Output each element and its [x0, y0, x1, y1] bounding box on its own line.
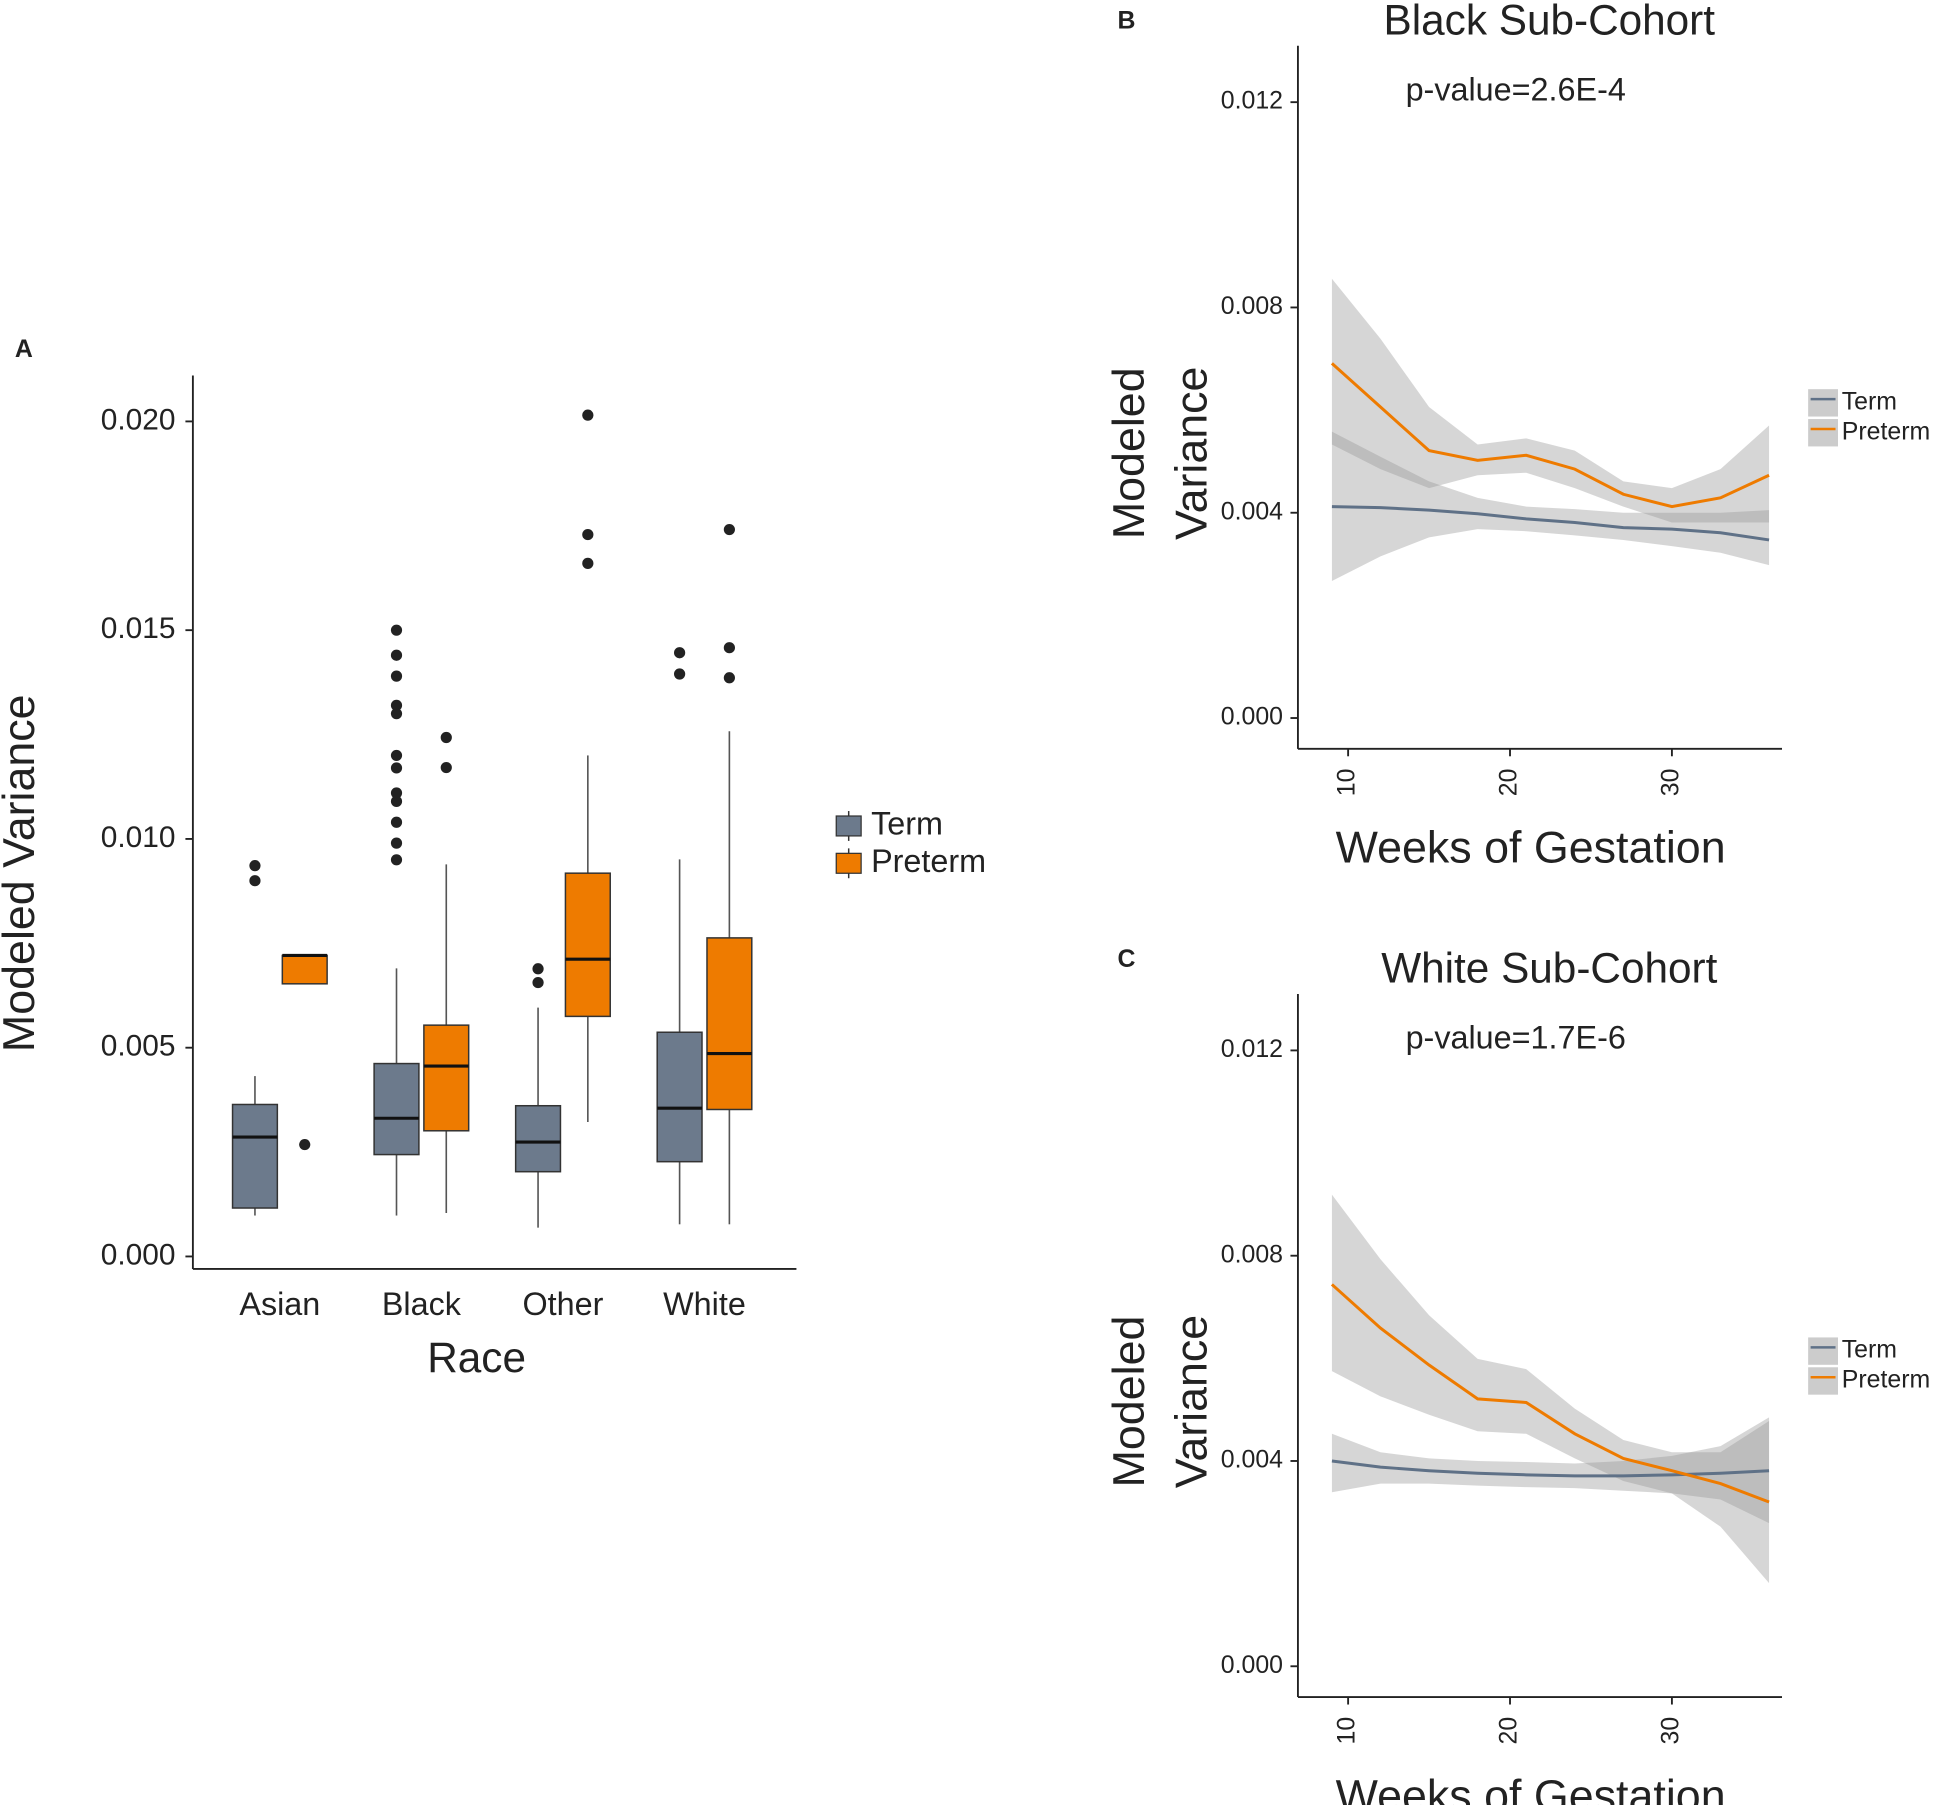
x-tick-label: 30: [1656, 1717, 1684, 1745]
box: [514, 1104, 562, 1173]
outlier: [249, 860, 261, 872]
y-tick-label: 0.004: [1221, 497, 1283, 525]
series-line: [1330, 1283, 1770, 1504]
confidence-band: [1331, 431, 1770, 581]
confidence-band: [1331, 278, 1770, 523]
outlier: [390, 708, 403, 720]
legend-label: Term: [1842, 387, 1897, 415]
legend-label: Preterm: [1842, 417, 1930, 445]
outlier: [582, 409, 594, 421]
y-tick-label: 0.010: [101, 821, 176, 854]
outlier: [440, 731, 452, 744]
y-tick-label: 0.000: [1221, 1651, 1283, 1679]
y-axis-label: Modeled Variance: [0, 694, 44, 1052]
y-tick-label: 0.015: [101, 612, 176, 645]
outlier: [390, 624, 403, 636]
outlier: [249, 875, 261, 887]
legend-key-band: [1808, 389, 1839, 417]
annotation: p-value=1.7E-6: [1406, 1020, 1626, 1056]
outlier: [532, 963, 544, 975]
annotation: p-value=2.6E-4: [1406, 71, 1626, 107]
x-tick-label: Black: [382, 1286, 462, 1322]
confidence-band: [1331, 1417, 1770, 1524]
box: [656, 1031, 703, 1163]
panel-label: A: [15, 335, 33, 363]
outlier: [674, 668, 686, 680]
x-tick-label: 20: [1495, 769, 1523, 797]
y-tick-label: 0.012: [1221, 1035, 1283, 1063]
y-tick-label: 0.008: [1221, 1240, 1283, 1268]
outlier: [390, 649, 403, 661]
y-tick-label: 0.020: [101, 403, 176, 436]
y-axis-label: Modeled: [1104, 1316, 1154, 1488]
y-tick-label: 0.012: [1221, 87, 1283, 115]
y-tick-label: 0.004: [1221, 1446, 1283, 1474]
legend-key-band: [1808, 1367, 1839, 1395]
confidence-band: [1331, 1194, 1770, 1584]
outlier: [532, 976, 544, 989]
legend-key-band: [1808, 1337, 1839, 1365]
x-axis-label: Race: [427, 1334, 526, 1381]
chart-title: White Sub-Cohort: [1381, 945, 1717, 992]
legend-label: Term: [871, 806, 943, 842]
x-tick-label: Other: [522, 1286, 603, 1322]
y-tick-label: 0.000: [1221, 703, 1283, 731]
x-tick-label: 10: [1333, 769, 1361, 797]
x-axis-label: Weeks of Gestation: [1336, 823, 1726, 873]
outlier: [723, 642, 735, 654]
y-tick-label: 0.005: [101, 1030, 176, 1063]
legend-label: Preterm: [1842, 1366, 1930, 1394]
panel-label: B: [1117, 7, 1135, 35]
outlier: [390, 816, 403, 828]
legend-label: Preterm: [871, 843, 986, 879]
y-axis-label: Modeled: [1104, 367, 1154, 539]
series-line: [1331, 505, 1770, 542]
outlier: [390, 795, 403, 807]
outlier: [390, 787, 403, 799]
series-line: [1331, 1459, 1770, 1478]
outlier: [390, 749, 403, 762]
legend-key-band: [1808, 419, 1839, 447]
y-tick-label: 0.008: [1221, 292, 1283, 320]
x-tick-label: 10: [1333, 1717, 1361, 1745]
x-tick-label: 20: [1495, 1717, 1523, 1745]
outlier: [582, 528, 594, 541]
outlier: [390, 762, 403, 774]
outlier: [582, 557, 594, 569]
box: [706, 937, 753, 1111]
chart-title: Black Sub-Cohort: [1384, 0, 1716, 43]
x-tick-label: Asian: [239, 1286, 320, 1322]
y-axis-label: Variance: [1166, 1315, 1216, 1488]
outlier: [723, 672, 735, 684]
box: [281, 954, 328, 985]
outlier: [299, 1138, 311, 1151]
x-tick-label: 30: [1656, 769, 1684, 797]
box: [564, 872, 611, 1018]
box: [373, 1062, 420, 1156]
legend-key: [835, 815, 862, 837]
legend-key: [835, 852, 862, 874]
outlier: [723, 523, 735, 536]
box: [231, 1103, 279, 1209]
outlier: [390, 837, 403, 849]
outlier: [674, 647, 686, 659]
series-line: [1330, 362, 1770, 509]
panel-label: C: [1117, 945, 1135, 973]
outlier: [390, 699, 403, 711]
y-tick-label: 0.000: [101, 1238, 176, 1271]
legend-label: Term: [1842, 1336, 1897, 1364]
outlier: [390, 670, 403, 682]
outlier: [440, 761, 452, 774]
outlier: [390, 854, 403, 866]
y-axis-label: Variance: [1166, 367, 1216, 540]
x-axis-label: Weeks of Gestation: [1336, 1771, 1726, 1805]
x-tick-label: White: [663, 1286, 746, 1322]
box: [423, 1024, 470, 1132]
